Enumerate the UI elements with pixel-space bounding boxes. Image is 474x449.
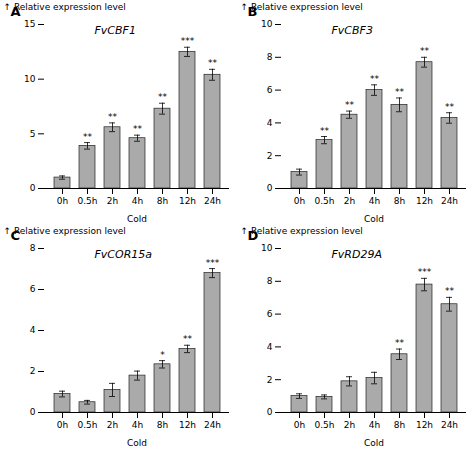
svg-text:12h: 12h [416,196,433,206]
svg-text:8: 8 [30,243,36,253]
svg-text:2h: 2h [107,196,118,206]
svg-text:**: ** [395,87,405,97]
svg-text:8h: 8h [394,196,405,206]
svg-text:↑ Relative expression level: ↑ Relative expression level [4,226,126,236]
svg-text:**: ** [345,100,355,110]
svg-text:12h: 12h [179,420,196,430]
svg-text:2: 2 [30,366,36,376]
svg-text:B: B [248,4,258,19]
svg-text:D: D [248,228,259,243]
svg-text:↑ Relative expression level: ↑ Relative expression level [241,226,363,236]
svg-text:6: 6 [30,284,36,294]
svg-text:4: 4 [30,325,36,335]
svg-text:2h: 2h [344,196,355,206]
svg-text:8: 8 [267,276,273,286]
svg-text:0h: 0h [57,420,68,430]
svg-text:↑ Relative expression level: ↑ Relative expression level [4,2,126,12]
svg-text:8h: 8h [394,420,405,430]
svg-text:0h: 0h [57,196,68,206]
svg-text:**: ** [183,334,193,344]
svg-text:***: *** [418,267,432,277]
svg-text:24h: 24h [441,196,458,206]
svg-text:0h: 0h [294,196,305,206]
svg-text:8: 8 [267,52,273,62]
svg-text:4h: 4h [369,196,380,206]
svg-text:↑ Relative expression level: ↑ Relative expression level [241,2,363,12]
svg-text:***: *** [181,36,195,46]
svg-text:0.5h: 0.5h [77,420,97,430]
svg-text:***: *** [206,258,220,268]
svg-text:2: 2 [267,151,273,161]
svg-text:2h: 2h [344,420,355,430]
svg-text:**: ** [395,338,405,348]
svg-text:**: ** [133,124,143,134]
svg-text:**: ** [83,132,93,142]
svg-text:**: ** [108,112,118,122]
svg-text:0: 0 [30,183,36,193]
svg-text:0.5h: 0.5h [77,196,97,206]
svg-text:4h: 4h [369,420,380,430]
svg-text:24h: 24h [441,420,458,430]
svg-text:4: 4 [267,342,273,352]
svg-text:2: 2 [267,375,273,385]
svg-text:12h: 12h [179,196,196,206]
svg-text:**: ** [445,286,455,296]
svg-text:FvCBF3: FvCBF3 [332,24,373,37]
svg-text:8h: 8h [157,196,168,206]
svg-text:0h: 0h [294,420,305,430]
svg-text:**: ** [370,74,380,84]
svg-text:**: ** [420,46,430,56]
svg-text:**: ** [445,102,455,112]
svg-text:10: 10 [24,74,36,84]
svg-text:8h: 8h [157,420,168,430]
svg-text:0: 0 [30,407,36,417]
svg-text:24h: 24h [204,420,221,430]
svg-text:0.5h: 0.5h [314,196,334,206]
svg-text:FvRD29A: FvRD29A [332,248,382,261]
svg-text:*: * [160,350,165,360]
svg-text:12h: 12h [416,420,433,430]
svg-text:FvCBF1: FvCBF1 [95,24,136,37]
svg-text:0: 0 [267,183,273,193]
svg-text:Cold: Cold [364,438,384,448]
svg-text:10: 10 [261,19,273,29]
svg-text:C: C [11,228,21,243]
svg-text:0: 0 [267,407,273,417]
svg-text:4h: 4h [132,420,143,430]
svg-text:**: ** [208,58,218,68]
svg-text:2h: 2h [107,420,118,430]
svg-text:0.5h: 0.5h [314,420,334,430]
svg-text:FvCOR15a: FvCOR15a [95,248,153,261]
svg-text:4: 4 [267,118,273,128]
svg-text:Cold: Cold [127,438,147,448]
svg-text:**: ** [158,92,168,102]
svg-text:10: 10 [261,243,273,253]
svg-text:A: A [11,4,21,19]
svg-text:Cold: Cold [127,214,147,224]
svg-text:Cold: Cold [364,214,384,224]
svg-text:**: ** [320,126,330,136]
svg-text:6: 6 [267,85,273,95]
svg-text:6: 6 [267,309,273,319]
svg-text:15: 15 [24,19,35,29]
svg-text:5: 5 [30,129,36,139]
svg-text:24h: 24h [204,196,221,206]
svg-text:4h: 4h [132,196,143,206]
